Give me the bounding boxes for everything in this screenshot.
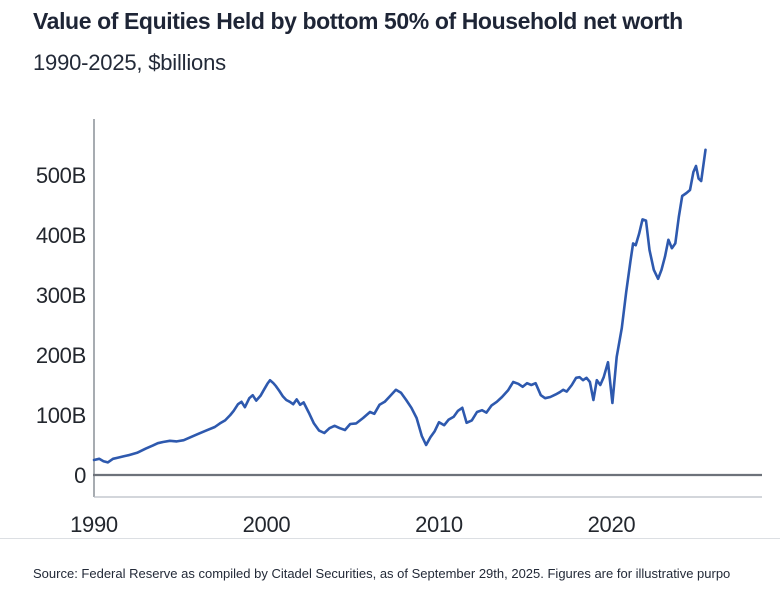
footer-divider-line (0, 538, 780, 539)
y-tick-label: 200B (36, 343, 86, 368)
equities-line-series (92, 148, 707, 464)
y-tick-label: 500B (36, 163, 86, 188)
x-tick-label: 2010 (415, 512, 463, 535)
y-tick-label: 100B (36, 403, 86, 428)
y-tick-label: 400B (36, 223, 86, 248)
x-tick-label: 2000 (243, 512, 291, 535)
x-tick-label: 1990 (70, 512, 118, 535)
page-title: Value of Equities Held by bottom 50% of … (33, 8, 683, 34)
y-tick-label: 0 (74, 463, 86, 488)
page-subtitle: 1990-2025, $billions (33, 50, 226, 75)
source-note: Source: Federal Reserve as compiled by C… (33, 566, 731, 581)
chart-svg: 0 100B 200B 300B 400B 500B 1990 2000 2010 2020 (36, 119, 762, 537)
y-tick-label: 300B (36, 283, 86, 308)
equities-line-chart: 0 100B 200B 300B 400B 500B 1990 2000 2010 2020 (0, 105, 780, 537)
x-tick-label: 2020 (588, 512, 636, 535)
